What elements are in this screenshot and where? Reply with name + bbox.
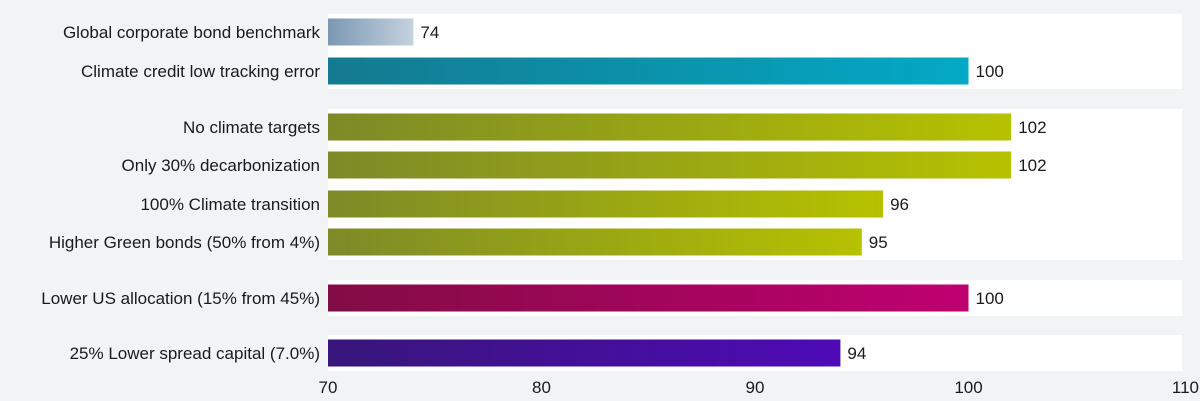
bar — [328, 57, 969, 85]
x-tick-label: 110 — [1172, 378, 1199, 397]
x-tick-label: 70 — [319, 378, 338, 397]
bar — [328, 339, 841, 367]
bar — [328, 228, 862, 256]
category-label: Climate credit low tracking error — [81, 62, 320, 81]
category-label: Global corporate bond benchmark — [63, 23, 321, 42]
value-label: 102 — [1018, 118, 1046, 137]
value-label: 74 — [420, 23, 439, 42]
bar — [328, 18, 414, 46]
category-label: Only 30% decarbonization — [122, 156, 320, 175]
value-label: 95 — [869, 233, 888, 252]
x-tick-label: 100 — [954, 378, 982, 397]
x-tick-label: 80 — [532, 378, 551, 397]
bar — [328, 151, 1012, 179]
category-label: 25% Lower spread capital (7.0%) — [70, 344, 320, 363]
category-labels: Global corporate bond benchmark Climate c… — [41, 23, 320, 363]
value-label: 94 — [847, 344, 866, 363]
bar — [328, 190, 884, 218]
value-label: 100 — [976, 62, 1004, 81]
bars — [328, 18, 1012, 367]
value-label: 96 — [890, 195, 909, 214]
x-axis: 70 80 90 100 110 — [319, 378, 1199, 397]
x-tick-label: 90 — [746, 378, 765, 397]
category-label: No climate targets — [183, 118, 320, 137]
value-label: 100 — [976, 289, 1004, 308]
bar — [328, 113, 1012, 141]
value-label: 102 — [1018, 156, 1046, 175]
category-label: 100% Climate transition — [140, 195, 320, 214]
bar — [328, 284, 969, 312]
category-label: Higher Green bonds (50% from 4%) — [49, 233, 320, 252]
category-label: Lower US allocation (15% from 45%) — [41, 289, 320, 308]
